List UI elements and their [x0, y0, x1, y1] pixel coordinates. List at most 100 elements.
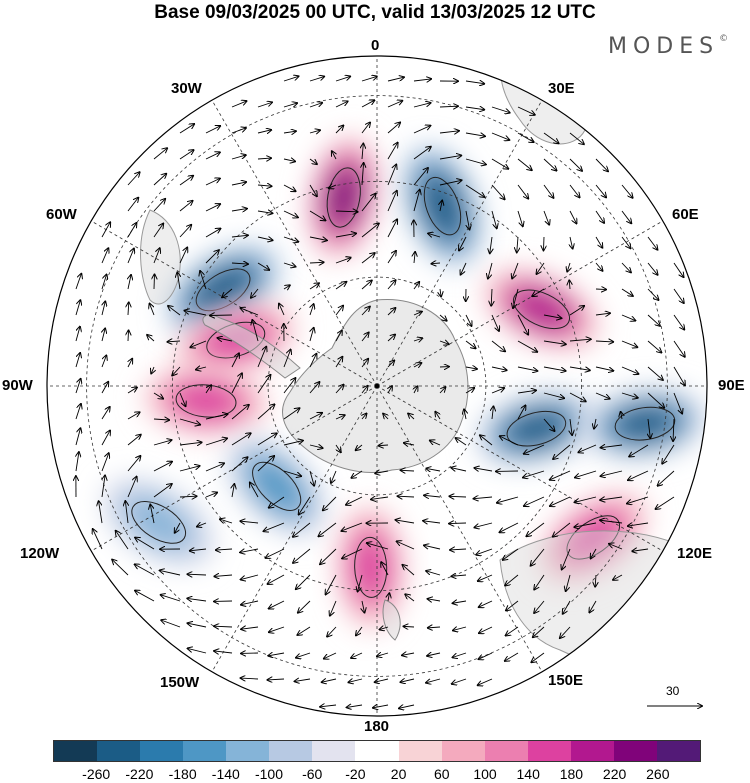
wind-vector	[456, 438, 467, 446]
wind-vector	[283, 236, 298, 242]
wind-vector	[135, 564, 155, 576]
wind-vector	[101, 222, 110, 238]
wind-vector	[560, 626, 571, 638]
wind-vector	[595, 392, 610, 399]
wind-vector	[127, 477, 137, 498]
wind-vector	[335, 211, 358, 212]
wind-vector	[167, 341, 181, 342]
wind-vector	[414, 386, 418, 394]
wind-vector	[375, 471, 389, 473]
wind-vector	[491, 210, 497, 228]
wind-vector	[517, 158, 532, 170]
wind-vector	[449, 523, 467, 524]
wind-vector	[179, 225, 191, 238]
wind-vector	[524, 444, 545, 454]
wind-vector	[380, 627, 389, 630]
wind-vector	[127, 198, 138, 212]
wind-vector	[647, 392, 664, 408]
wind-vector	[184, 311, 207, 316]
wind-vector	[479, 652, 493, 659]
colorbar-tick-label: -140	[211, 766, 240, 782]
wind-vector	[283, 184, 296, 191]
wind-vector	[387, 308, 395, 316]
wind-vector	[534, 574, 545, 590]
wind-vector	[153, 462, 172, 472]
wind-vector	[569, 184, 580, 197]
wind-vector	[231, 457, 247, 472]
wind-vector	[75, 327, 80, 342]
wind-vector	[578, 444, 597, 452]
wind-vector	[257, 130, 271, 133]
wind-vector	[361, 123, 370, 134]
anomaly-contour	[131, 501, 187, 544]
colorbar-swatch	[613, 741, 657, 761]
wind-vector	[475, 522, 493, 527]
wind-vector	[309, 283, 319, 290]
wind-vector	[241, 600, 259, 605]
wind-vector	[629, 444, 649, 457]
wind-vector	[595, 366, 613, 371]
wind-vector	[309, 413, 322, 420]
wind-vector	[543, 184, 553, 198]
wind-vector	[465, 388, 474, 394]
wind-vector	[257, 433, 277, 446]
wind-vector	[497, 496, 519, 503]
wind-vector	[361, 359, 368, 368]
wind-vector	[404, 443, 415, 445]
wind-vector	[75, 404, 81, 420]
wind-vector	[491, 184, 505, 199]
colorbar-tick-label: 20	[390, 766, 407, 782]
wind-vector	[269, 496, 285, 508]
wind-vector	[153, 419, 169, 420]
wind-vector	[128, 331, 129, 342]
lon-label-30w: 30W	[171, 80, 202, 97]
wind-vector	[465, 210, 469, 229]
wind-vector	[569, 339, 591, 341]
modes-logo: MODES©	[608, 34, 728, 59]
wind-vector	[283, 159, 295, 161]
wind-vector	[591, 548, 597, 558]
colorbar-tick-label: 180	[559, 766, 584, 782]
wind-vector	[356, 626, 363, 635]
wind-vector	[361, 280, 372, 290]
wind-vector	[160, 570, 181, 576]
wind-vector	[309, 184, 317, 196]
wind-vector	[505, 574, 519, 586]
wind-vector	[216, 549, 233, 550]
wind-vector	[387, 191, 397, 212]
wind-vector	[102, 301, 105, 316]
wind-vector	[452, 678, 467, 684]
meridian-line	[376, 220, 663, 387]
wind-vector	[127, 223, 136, 238]
wind-vector	[491, 132, 509, 140]
anomaly-contour	[252, 461, 302, 511]
wind-vector	[465, 184, 484, 197]
wind-vector	[293, 522, 311, 537]
wind-vector	[127, 435, 141, 446]
wind-vector	[296, 652, 311, 658]
wind-vector	[553, 444, 571, 459]
wind-vector	[513, 288, 519, 308]
wind-vector	[190, 549, 207, 551]
wind-vector	[200, 271, 207, 290]
wind-vector	[569, 392, 586, 401]
wind-vector	[310, 304, 314, 316]
wind-vector	[464, 409, 466, 420]
wind-vector	[465, 107, 484, 110]
wind-vector	[335, 282, 346, 290]
wind-vector	[220, 519, 233, 523]
wind-vector	[533, 626, 545, 637]
wind-vector	[491, 288, 492, 306]
wind-vector	[491, 388, 504, 394]
wind-vector	[673, 366, 685, 385]
wind-vector	[461, 262, 467, 275]
wind-vector	[257, 375, 270, 394]
wind-vector	[250, 483, 259, 498]
wind-vector	[601, 470, 623, 476]
wind-vector	[553, 522, 571, 537]
wind-vector	[214, 575, 233, 576]
colorbar-swatch	[97, 741, 141, 761]
anomaly-contour	[195, 268, 251, 312]
lon-label-120e: 120E	[677, 545, 713, 562]
wind-vector	[600, 520, 623, 523]
